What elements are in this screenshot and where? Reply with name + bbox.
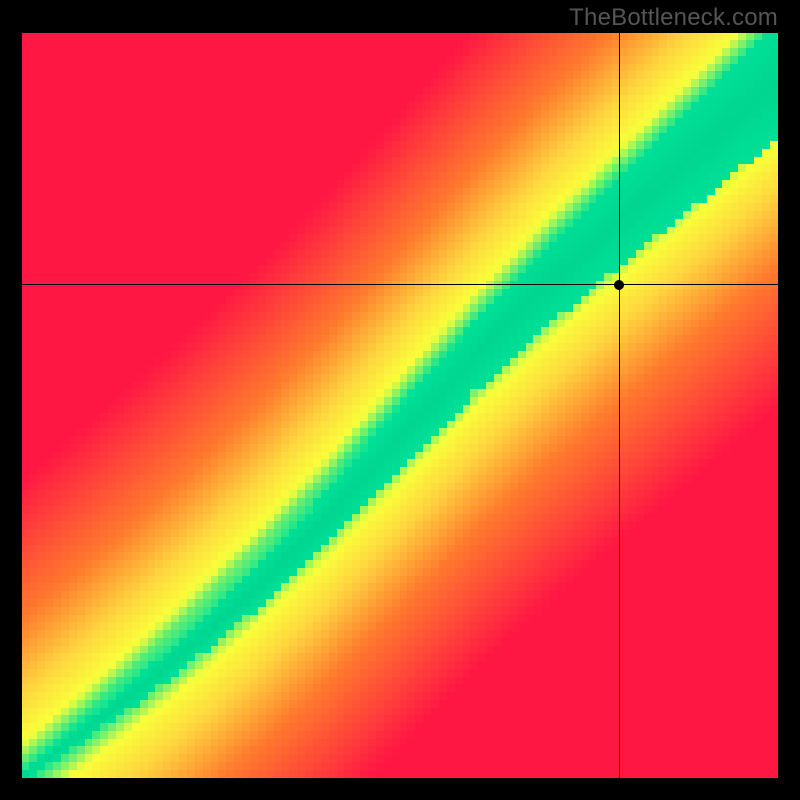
heatmap-canvas — [22, 33, 778, 778]
bottleneck-heatmap-plot — [22, 33, 778, 778]
crosshair-vertical — [619, 33, 620, 778]
watermark-text: TheBottleneck.com — [569, 4, 778, 32]
crosshair-horizontal — [22, 284, 778, 285]
crosshair-marker — [614, 280, 624, 290]
